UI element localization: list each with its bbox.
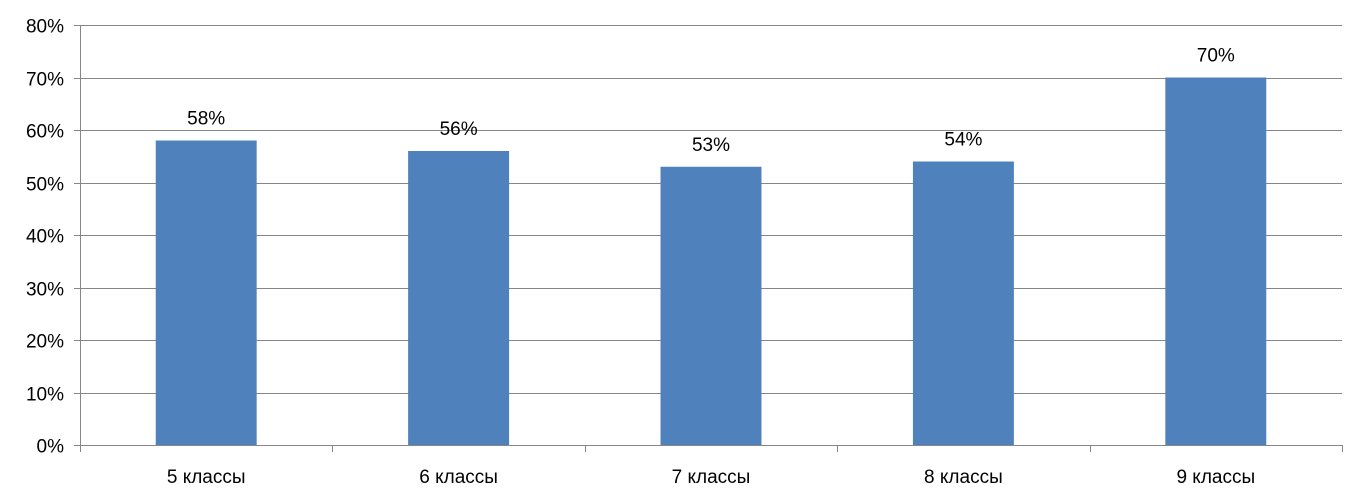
data-label: 53%: [692, 135, 730, 156]
y-tick-label: 50%: [26, 175, 64, 196]
x-axis-category-labels: 5 классы 6 классы 7 классы 8 классы 9 классы: [167, 467, 1255, 488]
data-labels: 58% 56% 53% 54% 70%: [187, 46, 1235, 156]
bars: [155, 77, 1267, 445]
y-tick-label: 10%: [26, 385, 64, 406]
category-label: 6 классы: [419, 467, 498, 488]
y-tick-label: 30%: [26, 280, 64, 301]
bar-1: [155, 140, 257, 445]
y-tick-label: 60%: [26, 122, 64, 143]
bar-5: [1165, 77, 1267, 445]
category-label: 8 классы: [924, 467, 1003, 488]
category-label: 7 классы: [672, 467, 751, 488]
y-tick-label: 40%: [26, 227, 64, 248]
category-label: 5 классы: [167, 467, 246, 488]
y-tick-label: 20%: [26, 332, 64, 353]
y-tick-label: 0%: [37, 437, 65, 458]
data-label: 58%: [187, 109, 225, 130]
y-tick-label: 80%: [26, 17, 64, 38]
y-tick-label: 70%: [26, 70, 64, 91]
y-axis-tick-labels: 0% 10% 20% 30% 40% 50% 60% 70% 80%: [26, 17, 64, 458]
bar-2: [408, 151, 510, 445]
data-label: 56%: [440, 119, 478, 140]
bar-3: [660, 166, 762, 445]
bar-4: [912, 161, 1014, 445]
data-label: 54%: [944, 130, 982, 151]
axes: [74, 25, 1343, 452]
category-label: 9 классы: [1176, 467, 1255, 488]
data-label: 70%: [1197, 46, 1235, 67]
